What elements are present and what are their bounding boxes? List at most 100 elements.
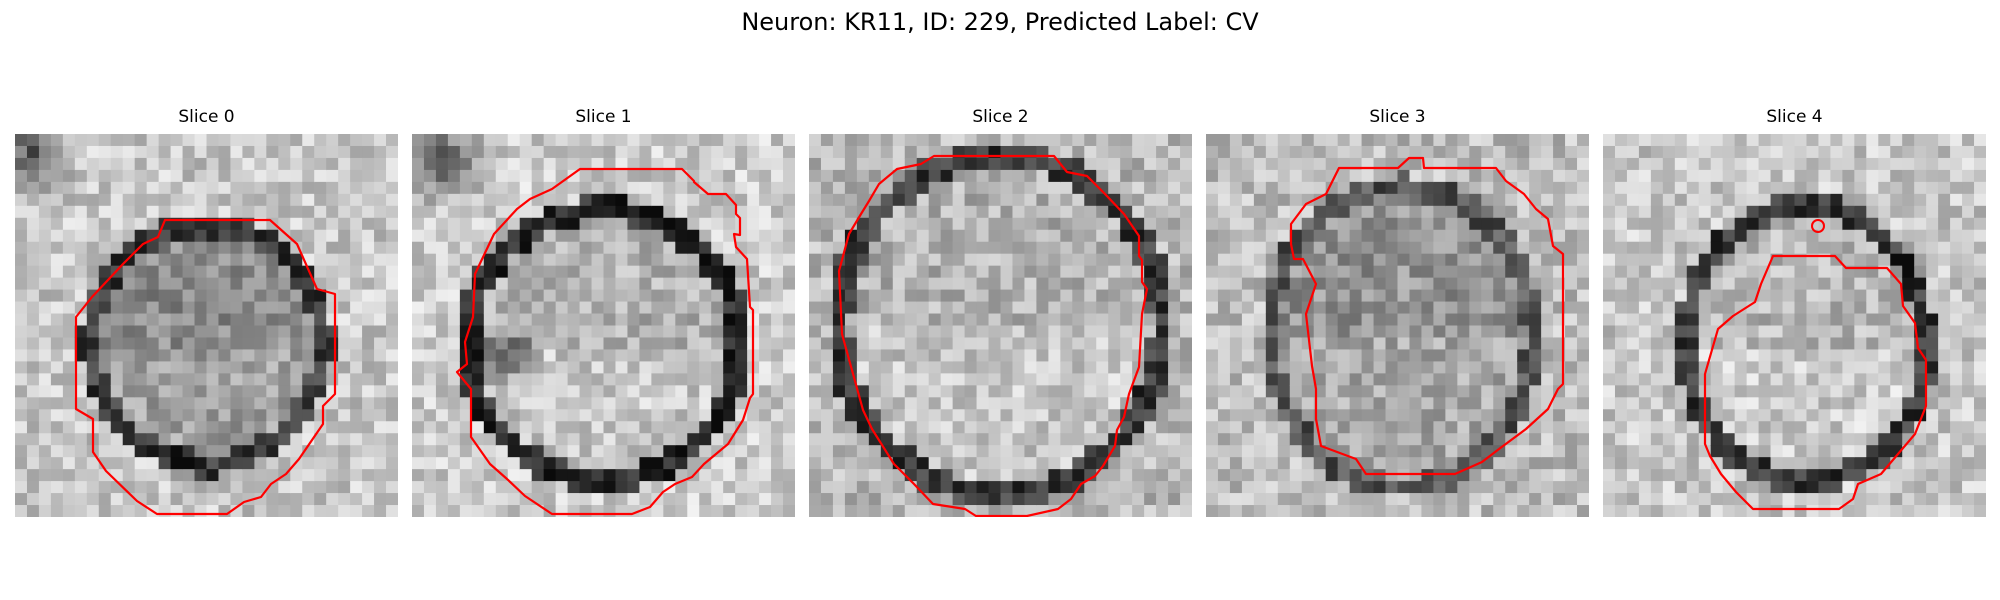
pixel xyxy=(1614,361,1628,374)
pixel xyxy=(146,433,160,446)
pixel xyxy=(868,445,882,458)
pixel xyxy=(1686,325,1700,339)
pixel xyxy=(639,337,652,351)
pixel xyxy=(856,289,870,303)
pixel xyxy=(1457,409,1470,422)
pixel xyxy=(699,409,712,422)
pixel xyxy=(555,289,569,303)
pixel xyxy=(1265,373,1279,386)
pixel xyxy=(940,217,954,231)
pixel xyxy=(1794,301,1808,315)
pixel xyxy=(507,469,521,482)
pixel xyxy=(182,445,196,458)
pixel xyxy=(519,145,533,159)
pixel xyxy=(1229,157,1243,171)
pixel xyxy=(1120,289,1133,303)
pixel xyxy=(1517,385,1530,398)
pixel xyxy=(844,433,858,446)
pixel xyxy=(1206,409,1219,422)
pixel xyxy=(809,217,822,231)
pixel xyxy=(495,313,509,327)
pixel xyxy=(1481,205,1494,219)
pixel xyxy=(1385,134,1399,147)
pixel xyxy=(1072,505,1085,517)
pixel xyxy=(1878,145,1891,159)
pixel xyxy=(1385,409,1399,422)
pixel xyxy=(1782,205,1796,219)
pixel xyxy=(1914,265,1927,279)
pixel xyxy=(771,397,784,410)
pixel xyxy=(1048,301,1061,315)
pixel xyxy=(543,409,557,422)
pixel xyxy=(1421,481,1435,494)
pixel xyxy=(1914,481,1927,494)
pixel xyxy=(471,193,485,207)
pixel xyxy=(735,241,748,255)
pixel xyxy=(1457,373,1470,386)
pixel xyxy=(435,217,449,231)
pixel xyxy=(1000,193,1014,207)
pixel xyxy=(783,397,795,410)
pixel xyxy=(1746,265,1760,279)
pixel xyxy=(423,457,437,470)
pixel xyxy=(651,433,664,446)
pixel xyxy=(832,397,846,410)
pixel xyxy=(1253,325,1267,339)
pixel xyxy=(1156,193,1169,207)
pixel xyxy=(266,134,279,147)
pixel xyxy=(254,325,267,339)
pixel xyxy=(290,481,303,494)
pixel xyxy=(615,301,629,315)
pixel xyxy=(531,241,545,255)
pixel xyxy=(1289,169,1303,183)
pixel xyxy=(880,433,894,446)
pixel xyxy=(988,469,1002,482)
pixel xyxy=(194,361,208,374)
pixel xyxy=(1457,397,1470,410)
pixel xyxy=(1409,469,1423,482)
pixel xyxy=(1505,421,1518,434)
pixel xyxy=(1409,145,1423,159)
pixel xyxy=(856,265,870,279)
pixel xyxy=(1878,169,1891,183)
pixel xyxy=(218,169,232,183)
pixel xyxy=(1565,265,1578,279)
pixel xyxy=(507,289,521,303)
pixel xyxy=(1638,469,1652,482)
pixel xyxy=(675,469,688,482)
pixel xyxy=(1265,253,1279,267)
pixel xyxy=(1565,229,1578,243)
pixel xyxy=(254,313,267,327)
pixel xyxy=(543,397,557,410)
pixel xyxy=(1397,469,1411,482)
pixel xyxy=(218,193,232,207)
pixel xyxy=(844,313,858,327)
pixel xyxy=(1782,337,1796,351)
pixel xyxy=(1758,157,1772,171)
pixel xyxy=(988,205,1002,219)
pixel xyxy=(531,134,545,147)
pixel xyxy=(519,421,533,434)
pixel xyxy=(1156,481,1169,494)
pixel xyxy=(1529,289,1542,303)
pixel xyxy=(1890,229,1903,243)
pixel xyxy=(1854,313,1867,327)
pixel xyxy=(362,157,375,171)
pixel xyxy=(1914,349,1927,363)
pixel xyxy=(567,313,581,327)
pixel xyxy=(567,193,581,207)
pixel xyxy=(519,253,533,267)
pixel xyxy=(1168,469,1181,482)
pixel xyxy=(1890,481,1903,494)
pixel xyxy=(1650,409,1664,422)
pixel xyxy=(591,385,605,398)
pixel xyxy=(326,265,339,279)
pixel xyxy=(1770,397,1784,410)
pixel xyxy=(964,289,978,303)
pixel xyxy=(326,253,339,267)
pixel xyxy=(74,505,88,517)
pixel xyxy=(1806,229,1820,243)
pixel xyxy=(1674,289,1688,303)
pixel xyxy=(447,313,461,327)
pixel xyxy=(1349,349,1363,363)
